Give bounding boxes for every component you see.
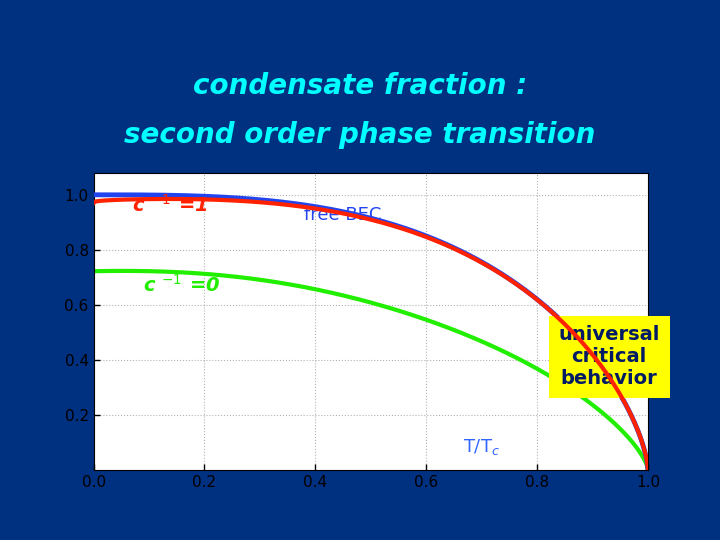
Text: second order phase transition: second order phase transition — [125, 121, 595, 149]
Text: condensate fraction :: condensate fraction : — [193, 72, 527, 100]
Text: T/T$_c$: T/T$_c$ — [463, 437, 500, 457]
Text: c $^{-1}$ =1: c $^{-1}$ =1 — [132, 193, 208, 215]
Text: universal
critical
behavior: universal critical behavior — [559, 326, 660, 388]
Text: c $^{-1}$ =0: c $^{-1}$ =0 — [143, 274, 221, 295]
Text: free BEC: free BEC — [305, 206, 382, 224]
